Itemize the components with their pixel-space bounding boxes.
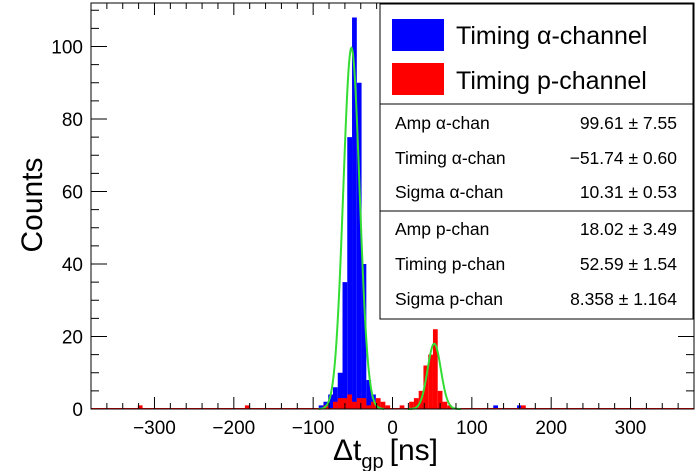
stat-value-timing-alpha: −51.74 ± 0.60	[570, 148, 678, 168]
y-tick-label: 0	[72, 400, 83, 421]
y-tick-label: 60	[62, 183, 83, 204]
hist-bar-alpha	[361, 264, 367, 409]
hist-bar-p	[437, 390, 443, 410]
hist-bar-alpha	[342, 282, 348, 410]
x-axis-title-unit: [ns]	[390, 434, 438, 467]
x-tick-label: 200	[535, 418, 567, 439]
y-tick-label: 100	[51, 38, 83, 59]
gauss-fit-p	[407, 342, 461, 410]
y-tick-label: 80	[62, 110, 83, 131]
hist-bar-p	[361, 398, 367, 410]
x-axis-title: Δtgp [ns]	[333, 434, 438, 471]
y-tick-label: 40	[62, 255, 83, 276]
hist-bar-alpha	[366, 380, 372, 409]
hist-bar-alpha	[356, 82, 362, 409]
hist-bar-p	[521, 405, 526, 410]
hist-bar-alpha	[318, 405, 324, 410]
legend-label-p: Timing p-channel	[456, 67, 647, 95]
y-tick-label: 20	[62, 328, 83, 349]
hist-bar-p	[428, 354, 433, 410]
hist-bar-alpha	[493, 405, 499, 410]
stat-value-sigma-alpha: 10.31 ± 0.53	[580, 182, 677, 202]
stat-name-amp-alpha: Amp α-chan	[395, 113, 490, 133]
hist-bar-alpha	[332, 387, 338, 409]
hist-bar-p	[442, 401, 448, 409]
hist-bar-alpha	[328, 394, 333, 409]
hist-bar-p	[380, 401, 386, 409]
stat-value-amp-p: 18.02 ± 3.49	[580, 219, 677, 239]
hist-bar-alpha	[352, 17, 357, 409]
x-axis-title-main: Δt	[333, 434, 362, 467]
legend-label-alpha: Timing α-channel	[456, 22, 647, 50]
stat-name-sigma-p: Sigma p-chan	[395, 289, 503, 309]
hist-bar-p	[337, 398, 343, 410]
x-tick-label: −300	[133, 418, 176, 439]
hist-bar-p	[137, 405, 143, 410]
hist-bar-p	[244, 405, 250, 410]
x-axis-title-sub: gp	[361, 451, 383, 471]
hist-bar-p	[423, 365, 429, 409]
stat-value-timing-p: 52.59 ± 1.54	[580, 254, 677, 274]
stat-name-sigma-alpha: Sigma α-chan	[395, 182, 503, 202]
hist-bar-p	[371, 401, 376, 409]
fit-stats-box: Amp α-chan 99.61 ± 7.55 Timing α-chan −5…	[379, 103, 694, 320]
hist-bar-p	[332, 401, 338, 409]
x-tick-label: −200	[212, 418, 255, 439]
hist-bar-alpha	[337, 372, 343, 409]
hist-bar-p	[409, 401, 414, 409]
x-tick-label: −100	[292, 418, 335, 439]
hist-bar-p	[399, 405, 405, 410]
hist-bar-p	[347, 394, 353, 409]
gauss-fit-alpha	[318, 46, 385, 410]
hist-bar-p	[447, 405, 453, 410]
hist-bar-p	[385, 405, 391, 410]
hist-bar-p	[352, 401, 357, 409]
x-tick-label: 300	[615, 418, 647, 439]
fit-curves-layer	[318, 46, 461, 410]
legend: Timing α-channel Timing p-channel	[379, 3, 694, 105]
hist-bar-p	[366, 405, 372, 410]
stat-name-amp-p: Amp p-chan	[395, 219, 489, 239]
hist-bar-p	[375, 398, 381, 410]
stat-name-timing-alpha: Timing α-chan	[395, 148, 506, 168]
x-tick-label: 100	[456, 418, 488, 439]
hist-bar-alpha	[347, 137, 353, 410]
legend-swatch-alpha	[392, 19, 444, 51]
axes-layer: −300 −200 −100 0 100 200 300 0 20 40 60 80 100	[51, 3, 695, 439]
hist-bar-p	[356, 398, 362, 410]
y-axis-title: Counts	[16, 157, 49, 252]
legend-swatch-p	[392, 63, 444, 95]
hist-bar-p	[432, 329, 438, 409]
stat-name-timing-p: Timing p-chan	[395, 254, 505, 274]
stat-value-sigma-p: 8.358 ± 1.164	[570, 289, 677, 309]
hist-bar-p	[413, 398, 419, 410]
stat-value-amp-alpha: 99.61 ± 7.55	[580, 113, 677, 133]
x-tick-label: 0	[387, 418, 398, 439]
